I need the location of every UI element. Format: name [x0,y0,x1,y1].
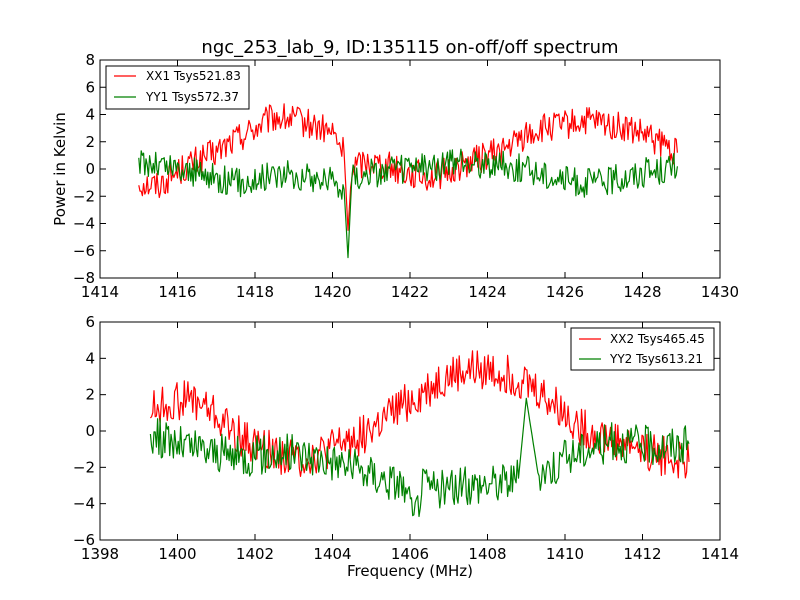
x-axis-label: Frequency (MHz) [347,562,473,580]
bottom-x-tick-label: 1406 [391,545,429,563]
bottom-x-tick-label: 1408 [468,545,506,563]
top-x-tick-label: 1424 [468,283,506,301]
bottom-legend-box [570,327,715,371]
bottom-plot-frame [99,321,721,541]
top-panel: ngc_253_lab_9, ID:135115 on-off/off spec… [51,37,739,301]
top-y-tick-label: 6 [85,78,95,96]
top-y-tick-label: 4 [85,106,95,124]
bottom-x-tick-label: 1398 [81,545,119,563]
top-x-tick-label: 1420 [313,283,351,301]
top-y-tick-label: −6 [73,242,95,260]
top-x-tick-label: 1414 [81,283,119,301]
bottom-series-line-yy [149,397,690,518]
top-series-line-xx [138,103,678,231]
bottom-x-tick-label: 1404 [313,545,351,563]
top-y-tick-label: −2 [73,187,95,205]
top-x-tick-label: 1422 [391,283,429,301]
top-plot-frame [99,59,721,279]
top-legend: XX1 Tsys521.83 YY1 Tsys572.37 [105,65,250,110]
y-axis-label: Power in Kelvin [51,112,69,226]
bottom-y-tick-label: 4 [85,349,95,367]
bottom-y-tick-label: −4 [73,495,95,513]
top-x-tick-label: 1416 [158,283,196,301]
bottom-x-tick-label: 1402 [236,545,274,563]
legend-label-yy1: YY1 Tsys572.37 [145,90,239,104]
top-x-tick-label: 1428 [623,283,661,301]
top-y-tick-label: 8 [85,51,95,69]
top-y-tick-label: −4 [73,215,95,233]
bottom-panel: Frequency (MHz) 1398 1400 1402 1404 1406 1408… [73,313,739,580]
top-y-tick-label: 2 [85,133,95,151]
top-x-tick-label: 1418 [236,283,274,301]
bottom-panel-ticks: 1398 1400 1402 1404 1406 1408 1410 1412 1414 −6 −4… [73,313,739,563]
legend-label-xx1: XX1 Tsys521.83 [146,69,241,83]
legend-label-yy2: YY2 Tsys613.21 [609,352,703,366]
bottom-x-tick-label: 1410 [546,545,584,563]
top-series-line-yy [138,148,678,259]
bottom-series-line-xx [149,350,690,479]
bottom-y-tick-label: 2 [85,386,95,404]
bottom-legend: XX2 Tsys465.45 YY2 Tsys613.21 [570,327,715,371]
top-legend-box [105,65,250,110]
top-panel-series [138,103,678,259]
bottom-panel-series [149,350,690,518]
bottom-y-tick-label: −2 [73,458,95,476]
top-x-tick-label: 1426 [546,283,584,301]
top-panel-ticks: 1414 1416 1418 1420 1422 1424 1426 1428 1430 −8 −6… [73,51,739,301]
top-y-tick-label: 0 [85,160,95,178]
bottom-x-tick-label: 1412 [623,545,661,563]
top-y-tick-label: −8 [73,269,95,287]
chart-title: ngc_253_lab_9, ID:135115 on-off/off spec… [201,37,618,58]
top-x-tick-label: 1430 [701,283,739,301]
bottom-x-tick-label: 1400 [158,545,196,563]
bottom-x-tick-label: 1414 [701,545,739,563]
bottom-y-tick-label: 6 [85,313,95,331]
legend-label-xx2: XX2 Tsys465.45 [610,332,705,346]
bottom-y-tick-label: 0 [85,422,95,440]
bottom-y-tick-label: −6 [73,531,95,549]
